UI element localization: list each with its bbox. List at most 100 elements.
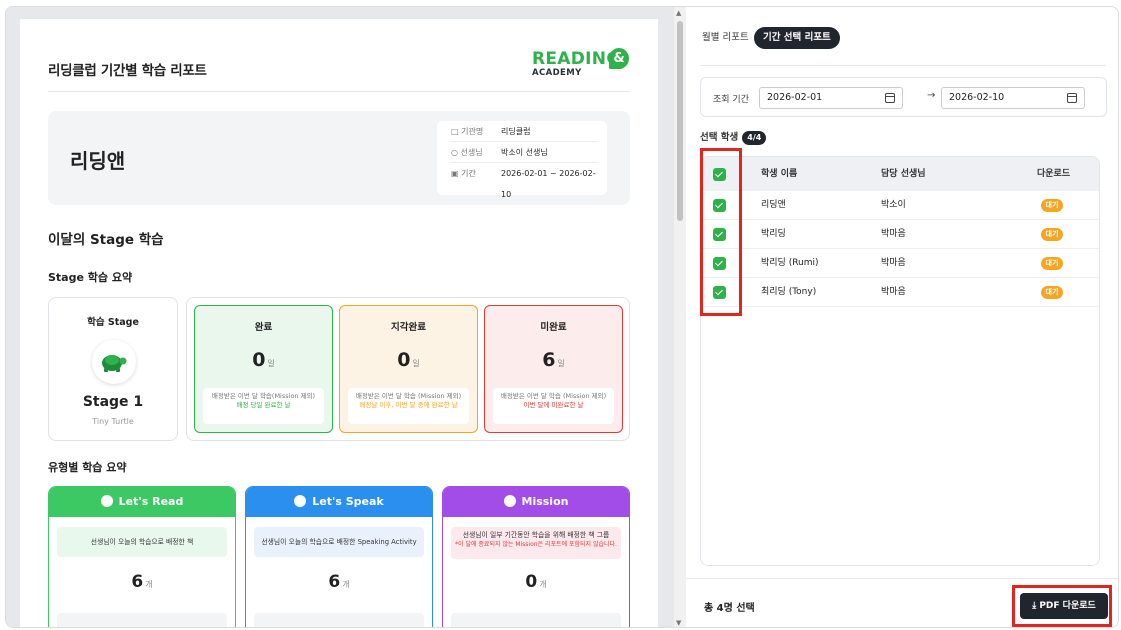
type-card-speak: Let's Speak 선생님이 오늘의 학습으로 배정한 Speaking A…: [245, 486, 433, 627]
table-row[interactable]: 박리딩 박마음 대기: [701, 220, 1099, 249]
student-name-cell: 리딩앤: [761, 200, 786, 210]
logo-reading: READING: [532, 49, 621, 69]
stage-summary-title: Stage 학습 요약: [48, 271, 133, 284]
student-name: 리딩앤: [70, 149, 126, 173]
teacher-cell: 박소이: [881, 200, 906, 210]
status-badge: 대기: [1041, 199, 1063, 212]
calendar-icon: ▣ 기간: [451, 169, 476, 178]
checkbox-highlight: [700, 148, 742, 316]
settings-panel: 월별 리포트 기간 선택 리포트 조회 기간 2026-02-01 → 2026…: [686, 7, 1118, 627]
pdf-download-button[interactable]: ⤓ PDF 다운로드: [1020, 593, 1108, 619]
person-icon: ○ 선생님: [451, 148, 483, 157]
info-value: 박소이 선생님: [501, 148, 548, 157]
row-checkbox[interactable]: [713, 199, 726, 212]
stage-card: 학습 Stage Stage 1 Tiny Turtle: [48, 297, 178, 441]
type-card-footer: 완료0개: [254, 613, 424, 627]
vertical-scrollbar[interactable]: ▲ ▼: [674, 7, 686, 627]
calendar-icon[interactable]: [1067, 93, 1077, 103]
teacher-cell: 박마음: [881, 258, 906, 268]
row-checkbox[interactable]: [713, 257, 726, 270]
type-card-header: Let's Read: [49, 487, 235, 517]
book-icon: [100, 495, 113, 507]
column-header: 다운로드: [1037, 169, 1071, 179]
type-summary-title: 유형별 학습 요약: [48, 461, 127, 474]
period-label: 조회 기간: [713, 95, 749, 105]
scroll-up-icon[interactable]: ▲: [676, 9, 682, 17]
divider: [700, 65, 1106, 66]
report-preview-pane[interactable]: 리딩클럽 기간별 학습 리포트 READING & ACADEMY 리딩앤 □ …: [6, 7, 674, 627]
selected-students-label: 선택 학생 4/4: [700, 129, 767, 145]
type-card-footer: 완료0개: [57, 613, 227, 627]
type-card-mission: Mission 선생님이 일부 기간동안 학습을 위해 배정한 책 그룹 *이 달…: [442, 486, 630, 627]
info-row-period: ▣ 기간 2026-02-01 ~ 2026-02-10: [451, 163, 597, 199]
report-title: 리딩클럽 기간별 학습 리포트: [48, 63, 207, 79]
info-value: 리딩클럽: [501, 127, 531, 136]
stat-note: 배정받은 이번 달 학습(Mission 제외) 배정 당일 완료한 날: [203, 388, 324, 424]
table-row[interactable]: 최리딩 (Tony) 박마음 대기: [701, 278, 1099, 307]
selected-count-badge: 4/4: [742, 131, 767, 145]
stat-title: 완료: [254, 322, 273, 333]
row-checkbox[interactable]: [713, 286, 726, 299]
stat-note: 배정받은 이번 달 학습 (Mission 제외) 배정날 이후, 이번 달 중에…: [348, 388, 469, 424]
download-icon: ⤓: [1032, 601, 1040, 611]
section-title: 이달의 Stage 학습: [48, 232, 164, 248]
student-info-box: 리딩앤 □ 기관명 리딩클럽 ○ 선생님 박소이 선생님 ▣ 기간 2026-0…: [48, 111, 630, 205]
stage-subtitle: Tiny Turtle: [92, 417, 134, 426]
tab-period[interactable]: 기간 선택 리포트: [754, 27, 840, 49]
turtle-icon: [92, 340, 136, 384]
stat-note: 배정받은 이번 달 학습 (Mission 제외) 이번 달에 미완료한 날: [493, 388, 614, 424]
panel-footer: 총 4명 선택 ⤓ PDF 다운로드: [686, 578, 1118, 627]
student-name-cell: 박리딩 (Rumi): [761, 258, 819, 268]
type-card-footer: 완료0개: [451, 613, 621, 627]
building-icon: □ 기관명: [451, 127, 484, 136]
report-page: 리딩클럽 기간별 학습 리포트 READING & ACADEMY 리딩앤 □ …: [20, 19, 658, 627]
logo-ampersand: &: [609, 48, 629, 69]
logo-academy: ACADEMY: [532, 68, 582, 78]
scroll-down-icon[interactable]: ▼: [676, 619, 682, 627]
table-row[interactable]: 박리딩 (Rumi) 박마음 대기: [701, 249, 1099, 278]
student-table: 학생 이름 담당 선생님 다운로드 리딩앤 박소이 대기 박리딩 박마음 대기 …: [700, 156, 1100, 566]
reading-academy-logo: READING & ACADEMY: [532, 48, 632, 89]
student-name-cell: 박리딩: [761, 229, 786, 239]
button-highlight: [1012, 585, 1112, 627]
column-header: 담당 선생님: [881, 169, 926, 179]
status-badge: 대기: [1041, 257, 1063, 270]
info-row-teacher: ○ 선생님 박소이 선생님: [451, 142, 597, 163]
status-badge: 대기: [1041, 286, 1063, 299]
flag-icon: [503, 495, 516, 507]
period-filter: 조회 기간 2026-02-01 → 2026-02-10: [700, 77, 1107, 117]
info-card: □ 기관명 리딩클럽 ○ 선생님 박소이 선생님 ▣ 기간 2026-02-01…: [437, 121, 607, 199]
scrollbar-thumb[interactable]: [677, 21, 683, 221]
info-row-institution: □ 기관명 리딩클럽: [451, 121, 597, 142]
calendar-icon[interactable]: [885, 93, 895, 103]
info-value: 2026-02-01 ~ 2026-02-10: [501, 169, 596, 199]
type-card-read: Let's Read 선생님이 오늘의 학습으로 배정한 책 6개 완료0개: [48, 486, 236, 627]
end-date-input[interactable]: 2026-02-10: [941, 87, 1085, 109]
mic-icon: [294, 495, 307, 507]
teacher-cell: 박마음: [881, 287, 906, 297]
stat-title: 미완료: [540, 322, 567, 333]
type-card-desc: 선생님이 오늘의 학습으로 배정한 책: [57, 527, 227, 557]
stage-label: 학습 Stage: [87, 317, 139, 328]
type-card-header: Mission: [443, 487, 629, 517]
tab-monthly[interactable]: 월별 리포트: [702, 32, 749, 43]
select-all-checkbox[interactable]: [713, 168, 726, 181]
type-card-desc: 선생님이 일부 기간동안 학습을 위해 배정한 책 그룹 *이 달에 종료되지 않…: [451, 527, 621, 559]
teacher-cell: 박마음: [881, 229, 906, 239]
start-date-input[interactable]: 2026-02-01: [759, 87, 903, 109]
type-card-header: Let's Speak: [246, 487, 432, 517]
row-checkbox[interactable]: [713, 228, 726, 241]
window: 리딩클럽 기간별 학습 리포트 READING & ACADEMY 리딩앤 □ …: [5, 6, 1119, 628]
table-row[interactable]: 리딩앤 박소이 대기: [701, 191, 1099, 220]
